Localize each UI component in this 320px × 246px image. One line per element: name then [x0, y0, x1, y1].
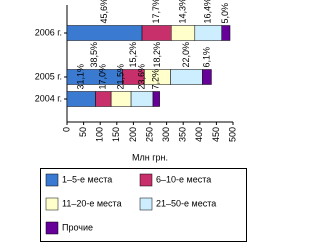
share-label: 23,6% [136, 64, 146, 90]
x-tick-label: 250 [144, 127, 154, 142]
y-tick-label: 2004 г. [35, 93, 62, 103]
legend-swatch [139, 173, 153, 187]
bar-segment [170, 69, 203, 85]
x-tick-label: 400 [194, 127, 204, 142]
x-axis-label: Млн грн. [132, 152, 168, 162]
share-label: 31,1% [76, 64, 86, 90]
bar-segment [202, 69, 212, 85]
x-tick-label: 500 [227, 127, 237, 142]
legend-label: Прочие [62, 222, 93, 232]
bar-segment [141, 25, 172, 41]
bar-segment [152, 91, 160, 107]
share-label: 22,0% [181, 42, 191, 68]
x-tick-label: 200 [128, 127, 138, 142]
legend-label: 1–5-е места [62, 174, 112, 184]
legend-swatch [45, 197, 59, 211]
share-label: 17,7% [151, 0, 161, 24]
legend-label: 11–20-е места [62, 198, 122, 208]
bar-segment [66, 91, 96, 107]
share-label: 18,2% [152, 42, 162, 68]
legend-label: 6–10-е места [156, 174, 211, 184]
x-tick-label: 150 [111, 127, 121, 142]
bar-segment [95, 91, 112, 107]
y-tick-label: 2005 г. [35, 71, 62, 81]
share-label: 16,4% [203, 0, 213, 24]
chart: Млн грн. 0 50 100 150 200 250 300 350 400 450 500 2… [35, 0, 247, 242]
share-label: 5,0% [220, 3, 230, 24]
bar-segment [110, 91, 132, 107]
legend-label: 21–50-е места [156, 198, 216, 208]
x-tick-label: 350 [178, 127, 188, 142]
x-tick-label: 50 [78, 127, 88, 137]
bar-segment [170, 25, 196, 41]
x-tick-label: 300 [161, 127, 171, 142]
share-label: 45,6% [99, 0, 109, 24]
legend-swatch [139, 197, 153, 211]
bar-segment [194, 25, 222, 41]
bar-segment [130, 91, 154, 107]
share-label: 17,0% [98, 64, 108, 90]
share-label: 38,5% [89, 42, 99, 68]
share-label: 6,1% [201, 47, 211, 68]
share-label: 7,2% [151, 69, 161, 90]
legend-swatch [45, 173, 59, 187]
bar-segment [221, 25, 231, 41]
share-label: 14,3% [177, 0, 187, 24]
x-tick-label: 100 [95, 127, 105, 142]
bar-segment [66, 25, 143, 41]
x-tick-label: 450 [211, 127, 221, 142]
y-tick-label: 2006 г. [35, 27, 62, 37]
legend-swatch [45, 221, 59, 235]
x-tick-label: 0 [61, 127, 71, 132]
share-label: 15,2% [128, 42, 138, 68]
share-label: 21,5% [115, 64, 125, 90]
